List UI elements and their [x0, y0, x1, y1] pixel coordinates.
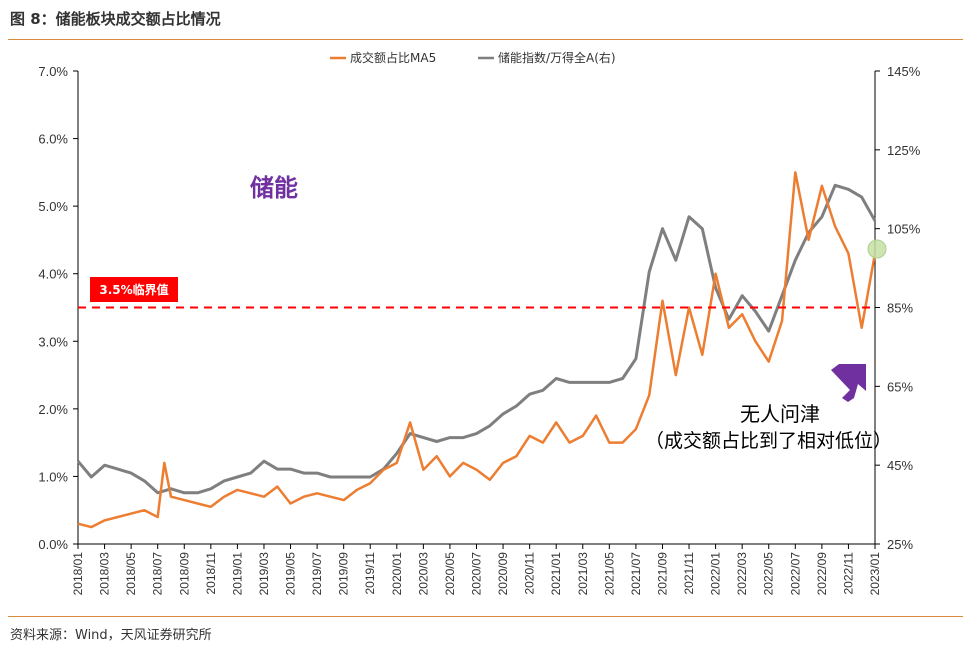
x-tick-label: 2018/11: [204, 552, 218, 595]
legend-label-index: 储能指数/万得全A(右): [498, 50, 616, 65]
source-note: 资料来源：Wind，天风证券研究所: [10, 628, 212, 643]
x-tick-label: 2022/09: [815, 552, 829, 596]
legend-label-ratio: 成交额占比MA5: [350, 50, 436, 65]
y-left-tick-label: 0.0%: [38, 537, 68, 552]
x-tick-label: 2019/01: [230, 552, 244, 596]
x-tick-label: 2018/07: [151, 552, 165, 596]
latest-point-marker: [867, 239, 887, 259]
sector-label: 储能: [250, 174, 298, 202]
x-tick-label: 2020/05: [443, 552, 457, 596]
y-left-tick-label: 7.0%: [38, 64, 68, 79]
x-tick-label: 2019/09: [337, 552, 351, 596]
x-tick-label: 2020/09: [496, 552, 510, 596]
x-tick-label: 2022/07: [788, 552, 802, 596]
threshold-label: 3.5%临界值: [99, 282, 168, 297]
x-tick-label: 2020/11: [523, 552, 537, 595]
bottom-rule: [8, 616, 963, 617]
y-right-tick-label: 145%: [887, 64, 921, 79]
x-tick-label: 2022/01: [709, 552, 723, 596]
y-left-tick-label: 1.0%: [38, 469, 68, 484]
series-line-ratio: [77, 171, 877, 529]
x-tick-label: 2021/01: [549, 552, 563, 596]
y-left-tick-label: 2.0%: [38, 402, 68, 417]
y-left-tick-label: 4.0%: [38, 267, 68, 282]
pointer-arrow: [831, 364, 866, 402]
y-right-tick-label: 65%: [887, 379, 913, 394]
x-tick-label: 2018/03: [98, 552, 112, 596]
x-tick-label: 2019/05: [284, 552, 298, 596]
x-tick-label: 2018/05: [124, 552, 138, 596]
x-tick-label: 2022/11: [841, 552, 855, 595]
figure-title: 图 8：储能板块成交额占比情况: [10, 10, 221, 28]
x-tick-label: 2019/07: [310, 552, 324, 596]
x-tick-label: 2021/11: [682, 552, 696, 595]
threshold-label-box: [90, 277, 178, 302]
x-tick-label: 2019/03: [257, 552, 271, 596]
y-left-tick-label: 3.0%: [38, 334, 68, 349]
x-tick-label: 2021/05: [602, 552, 616, 596]
top-rule: [8, 39, 963, 40]
x-tick-label: 2021/03: [576, 552, 590, 596]
y-right-tick-label: 45%: [887, 458, 913, 473]
x-tick-label: 2018/09: [177, 552, 191, 596]
x-tick-label: 2023/01: [868, 552, 882, 596]
x-tick-label: 2021/07: [629, 552, 643, 596]
chart-svg: 成交额占比MA5 储能指数/万得全A(右) 0.0% 1.0% 2.0% 3.0% 4.…: [38, 50, 921, 596]
x-tick-label: 2018/01: [71, 552, 85, 596]
x-tick-label: 2020/07: [470, 552, 484, 596]
annotation-line-2: （成交额占比到了相对低位）: [645, 430, 892, 452]
x-tick-label: 2020/03: [416, 552, 430, 596]
x-tick-label: 2021/09: [655, 552, 669, 596]
chart-legend: 成交额占比MA5 储能指数/万得全A(右): [330, 50, 616, 65]
x-tick-label: 2019/11: [363, 552, 377, 595]
y-right-tick-label: 85%: [887, 301, 913, 316]
y-right-tick-label: 25%: [887, 537, 913, 552]
y-left-tick-label: 5.0%: [38, 199, 68, 214]
y-left-tick-label: 6.0%: [38, 132, 68, 147]
y-right-tick-label: 105%: [887, 222, 921, 237]
x-tick-label: 2020/01: [390, 552, 404, 596]
annotation-line-1: 无人问津: [740, 402, 820, 426]
x-tick-label: 2022/03: [735, 552, 749, 596]
series-line-index: [76, 183, 877, 495]
y-right-tick-label: 125%: [887, 143, 921, 158]
x-tick-label: 2022/05: [762, 552, 776, 596]
